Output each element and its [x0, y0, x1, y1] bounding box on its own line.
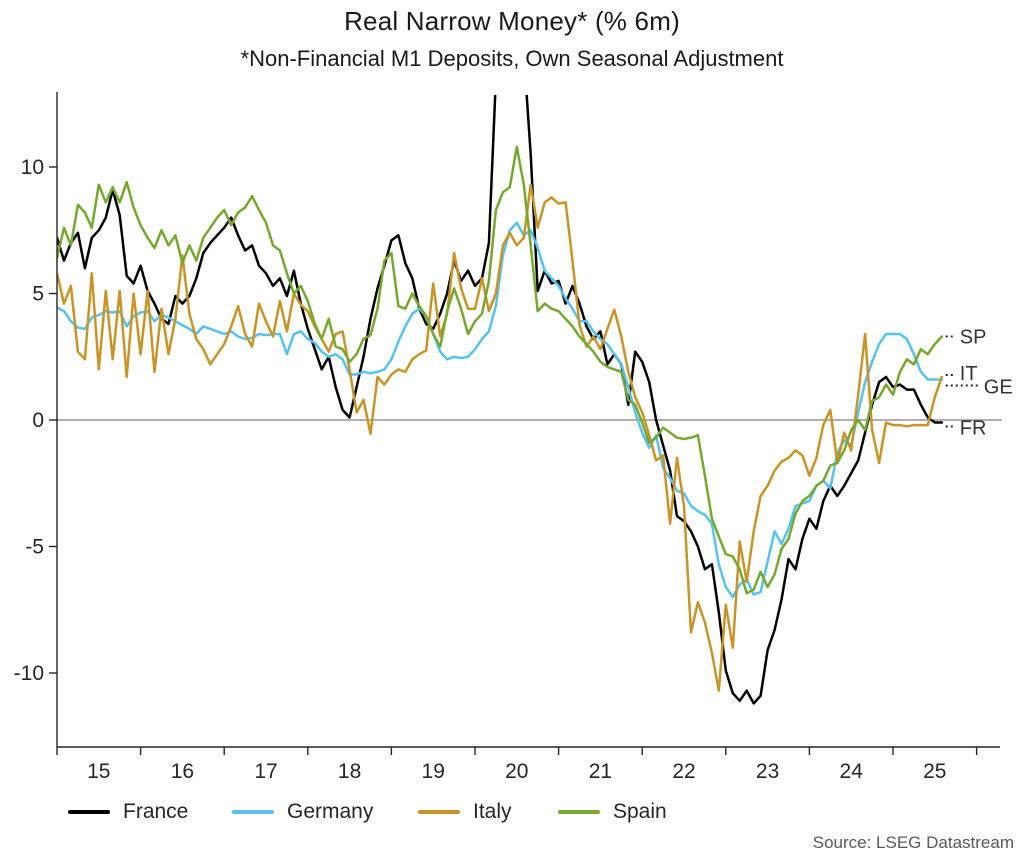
chart-title: Real Narrow Money* (% 6m) — [344, 6, 680, 36]
legend-swatch-france — [68, 810, 110, 814]
legend-item-france: France — [68, 798, 188, 826]
end-label-sp: SP — [960, 327, 987, 349]
legend-label-italy: Italy — [473, 800, 512, 823]
legend: France Germany Italy Spain — [0, 798, 1024, 828]
x-tick-label: 16 — [171, 760, 194, 783]
legend-item-germany: Germany — [232, 798, 373, 826]
x-tick-label: 22 — [672, 760, 695, 783]
legend-swatch-italy — [418, 810, 460, 814]
x-tick-label: 20 — [505, 760, 528, 783]
end-label-ge: GE — [984, 377, 1013, 399]
legend-item-italy: Italy — [418, 798, 512, 826]
x-tick-label: 25 — [923, 760, 946, 783]
x-tick-label: 21 — [589, 760, 612, 783]
x-tick-label: 18 — [338, 760, 361, 783]
series-line-italy — [57, 183, 944, 692]
legend-item-spain: Spain — [558, 798, 667, 826]
legend-label-spain: Spain — [613, 800, 667, 823]
chart-subtitle: *Non-Financial M1 Deposits, Own Seasonal… — [240, 46, 784, 71]
end-label-it: IT — [960, 363, 978, 385]
y-tick-label: -10 — [14, 662, 44, 685]
legend-swatch-spain — [558, 810, 600, 814]
series-line-france — [57, 95, 944, 705]
legend-swatch-germany — [232, 810, 274, 814]
legend-label-france: France — [123, 800, 189, 823]
legend-label-germany: Germany — [287, 800, 374, 823]
source-credit: Source: LSEG Datastream — [812, 833, 1014, 852]
end-label-fr: FR — [960, 418, 987, 440]
x-tick-label: 17 — [254, 760, 277, 783]
x-tick-label: 19 — [422, 760, 445, 783]
y-tick-label: 10 — [21, 156, 44, 179]
series-line-spain — [57, 145, 944, 595]
y-tick-label: 0 — [32, 409, 44, 432]
x-tick-label: 23 — [756, 760, 779, 783]
series-group — [57, 95, 944, 705]
x-tick-label: 24 — [840, 760, 864, 783]
y-tick-label: -5 — [25, 536, 44, 559]
series-line-germany — [57, 221, 944, 599]
y-tick-label: 5 — [32, 283, 44, 306]
x-tick-label: 15 — [87, 760, 110, 783]
